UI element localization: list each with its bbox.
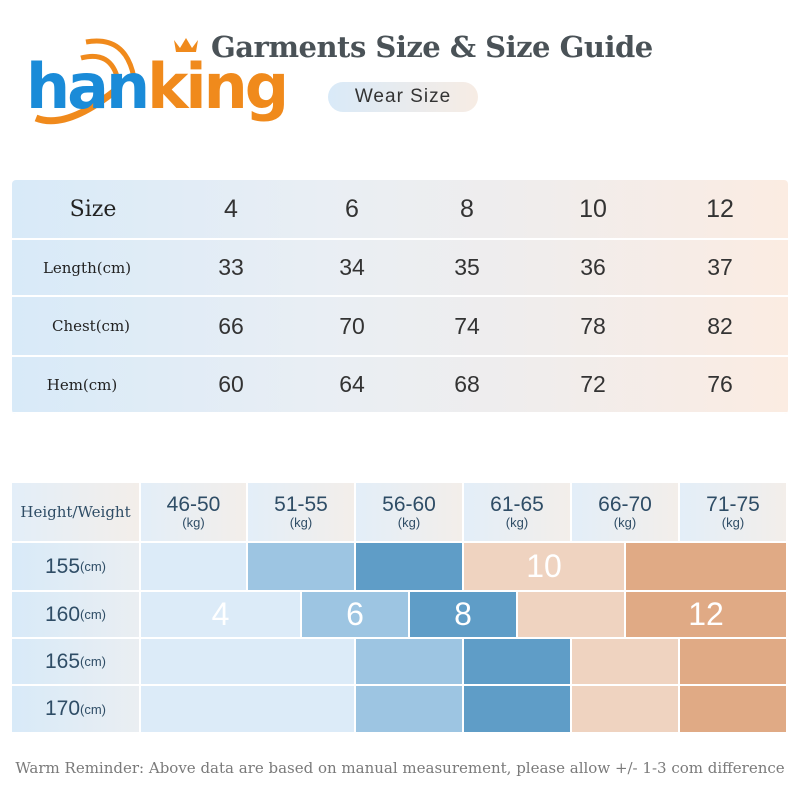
size-band-4	[141, 543, 246, 590]
cell-value: 36	[580, 254, 606, 280]
cell-value: 4	[224, 194, 238, 223]
size-band-12	[680, 639, 786, 684]
warm-reminder-note: Warm Reminder: Above data are based on m…	[15, 759, 785, 777]
weight-unit: (kg)	[289, 515, 313, 530]
cell-value: 74	[454, 312, 480, 339]
height-row-header: 160 (cm)	[12, 592, 139, 637]
cell-value: 82	[707, 312, 733, 339]
weight-range: 71-75	[706, 493, 760, 516]
cell-value: 70	[339, 312, 365, 339]
size-band-12	[680, 686, 786, 732]
row-label: Size	[69, 196, 117, 222]
weight-range: 61-65	[490, 493, 544, 516]
size-band-4	[141, 639, 354, 684]
table-row: Length(cm) 33 34 35 36 37	[12, 240, 788, 297]
cell-value: 34	[339, 254, 365, 280]
cell-value: 60	[218, 371, 244, 397]
size-band-8	[464, 639, 570, 684]
cell-value: 10	[579, 194, 607, 223]
weight-unit: (kg)	[505, 515, 529, 530]
height-row-header: 165 (cm)	[12, 639, 139, 684]
cell-value: 72	[580, 371, 606, 397]
height-value: 170	[44, 697, 81, 720]
cell-value: 8	[460, 194, 474, 223]
size-band-6	[356, 686, 462, 732]
weight-unit: (kg)	[613, 515, 637, 530]
weight-range: 51-55	[274, 493, 328, 516]
size-measurement-table: Size 4 6 8 10 12 Length(cm) 33 34 35 36 37 Chest(cm)…	[12, 180, 788, 414]
height-value: 160	[44, 602, 81, 626]
size-band-8: 8	[410, 592, 516, 637]
weight-range: 56-60	[382, 493, 436, 516]
size-band-12: 12	[626, 592, 786, 637]
cell-value: 35	[454, 254, 480, 280]
logo-wordmark: hanking	[26, 50, 289, 123]
table-row: Size 4 6 8 10 12	[12, 180, 788, 240]
height-row-header: 170 (cm)	[12, 686, 139, 732]
weight-column-header: 71-75 (kg)	[680, 483, 786, 541]
row-label: Hem(cm)	[46, 375, 118, 394]
hanking-logo: hanking	[26, 30, 289, 125]
weight-column-header: 66-70 (kg)	[572, 483, 678, 541]
size-band-12	[626, 543, 786, 590]
cell-value: 64	[339, 371, 365, 397]
weight-column-header: 56-60 (kg)	[356, 483, 462, 541]
row-label: Chest(cm)	[51, 317, 131, 335]
cell-value: 66	[218, 312, 244, 339]
size-band-10	[572, 686, 678, 732]
size-band-10	[572, 639, 678, 684]
height-value: 165	[44, 649, 81, 673]
cell-value: 68	[454, 371, 480, 397]
weight-column-header: 46-50 (kg)	[141, 483, 246, 541]
table-row: Hem(cm) 60 64 68 72 76	[12, 357, 788, 414]
size-band-4: 4	[141, 592, 300, 637]
logo-graphic	[34, 38, 198, 125]
height-unit: (cm)	[80, 559, 107, 574]
weight-range: 46-50	[166, 493, 221, 516]
size-band-8	[464, 686, 570, 732]
page-title: Garments Size & Size Guide	[211, 30, 653, 64]
cell-value: 33	[218, 254, 244, 280]
table-row: Chest(cm) 66 70 74 78 82	[12, 297, 788, 357]
weight-column-header: 61-65 (kg)	[464, 483, 570, 541]
cell-value: 37	[707, 254, 733, 280]
size-band-10	[518, 592, 624, 637]
weight-unit: (kg)	[397, 515, 421, 530]
weight-unit: (kg)	[721, 515, 745, 530]
cell-value: 76	[707, 371, 733, 397]
cell-value: 6	[345, 194, 359, 223]
wear-size-badge: Wear Size	[328, 82, 478, 112]
weight-range: 66-70	[598, 493, 652, 516]
weight-column-header: 51-55 (kg)	[248, 483, 354, 541]
height-unit: (cm)	[80, 607, 107, 622]
size-band-8	[356, 543, 462, 590]
cell-value: 12	[706, 194, 734, 223]
height-row-header: 155 (cm)	[12, 543, 139, 590]
size-band-6	[248, 543, 354, 590]
height-value: 155	[44, 554, 81, 578]
weight-unit: (kg)	[182, 515, 205, 530]
height-weight-guide-table: Height/Weight 46-50 (kg) 51-55 (kg) 56-60 (kg)…	[12, 483, 788, 732]
size-band-6	[356, 639, 462, 684]
size-band-4	[141, 686, 354, 732]
height-unit: (cm)	[80, 701, 107, 717]
corner-header: Height/Weight	[12, 483, 139, 541]
size-band-6: 6	[302, 592, 408, 637]
cell-value: 78	[580, 312, 606, 339]
height-unit: (cm)	[80, 654, 107, 669]
row-label: Length(cm)	[42, 258, 132, 277]
size-band-10: 10	[464, 543, 624, 590]
